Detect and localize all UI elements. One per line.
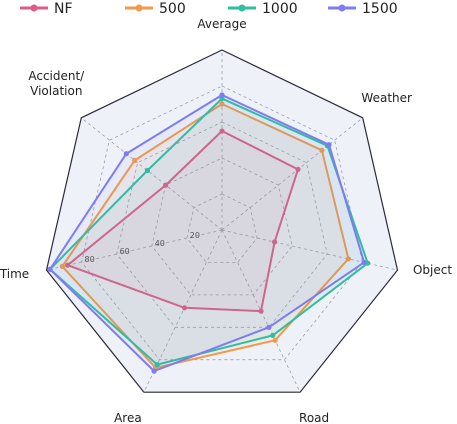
data-point-500-2 [345,256,351,262]
data-point-1000-0 [219,96,225,102]
legend-marker-500 [135,4,143,12]
data-point-1500-6 [123,151,129,157]
data-point-NF-1 [295,166,301,172]
data-point-1500-0 [219,92,225,98]
axis-labels: Average Weather Object Road Area Time Accident… [0,17,452,424]
legend-label-1000: 1000 [262,1,298,17]
series-line-NF [66,130,299,313]
data-point-1000-4 [154,362,160,368]
axis-label-6: Accident/Violation [28,69,85,98]
data-point-NF-3 [258,308,264,314]
series-line-500 [61,103,350,369]
data-point-1500-3 [266,324,272,330]
data-point-1500-4 [151,368,157,374]
data-point-1500-5 [47,266,53,272]
data-point-500-0 [219,101,225,107]
legend-label-500: 500 [159,1,186,17]
tick-label-80: 80 [85,255,95,264]
data-point-NF-5 [65,262,71,268]
chart-grid [46,50,398,393]
series-NF [65,128,301,314]
data-point-NF-0 [219,128,225,134]
data-point-500-3 [272,337,278,343]
data-point-1500-2 [361,259,367,265]
legend-item-500[interactable]: 500 [125,1,186,17]
chart-series [47,92,371,374]
axis-label-5: Time [0,267,29,281]
legend-marker-NF [30,4,38,12]
tick-label-60: 60 [120,247,130,256]
tick-labels: 20 40 60 80 [85,231,200,264]
series-line-1500 [49,94,366,373]
data-point-1500-1 [326,142,332,148]
data-point-500-6 [132,157,138,163]
data-point-500-1 [319,147,325,153]
legend[interactable]: NF 500 1000 1500 [20,1,398,17]
grid-ring-40 [151,157,293,296]
grid-spoke-5 [46,229,223,271]
axis-label-1: Weather [361,91,412,105]
axis-label-2: Object [413,263,452,277]
axis-label-4: Area [114,411,142,424]
tick-label-20: 20 [190,231,200,240]
series-1500 [47,92,367,374]
series-500 [59,101,351,371]
legend-item-NF[interactable]: NF [20,1,73,17]
legend-item-1500[interactable]: 1500 [328,1,398,17]
grid-ring-80 [81,85,363,361]
legend-marker-1500 [338,4,346,12]
grid-ring-20 [186,193,258,263]
data-point-NF-2 [272,239,278,245]
data-point-NF-4 [181,305,188,311]
data-point-NF-6 [163,182,169,188]
axis-label-0: Average [197,17,246,31]
grid-ring-60 [116,121,328,328]
legend-marker-1000 [238,4,246,12]
legend-label-1500: 1500 [362,1,398,17]
legend-label-NF: NF [54,1,73,17]
data-point-1000-3 [270,332,276,338]
data-point-1000-6 [144,167,150,174]
legend-item-1000[interactable]: 1000 [228,1,298,17]
data-point-500-5 [59,263,65,269]
axis-label-3: Road [299,411,329,424]
tick-label-40: 40 [155,239,165,248]
